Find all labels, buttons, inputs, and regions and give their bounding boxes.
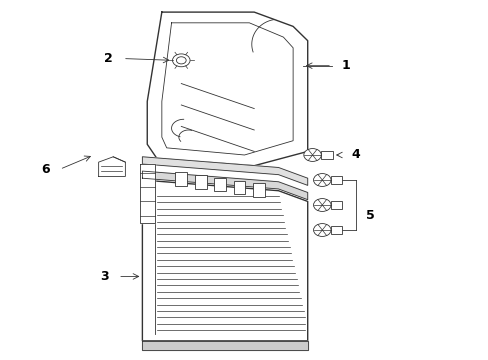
Bar <box>175 172 187 186</box>
Bar <box>195 175 206 189</box>
Polygon shape <box>142 157 307 185</box>
Circle shape <box>313 174 330 186</box>
Text: 5: 5 <box>366 209 374 222</box>
Text: 2: 2 <box>104 52 113 65</box>
Polygon shape <box>99 157 125 176</box>
Bar <box>253 183 264 197</box>
Polygon shape <box>142 341 307 350</box>
Bar <box>330 176 341 184</box>
Bar <box>330 201 341 209</box>
Bar <box>233 180 245 194</box>
Text: 4: 4 <box>351 148 360 162</box>
Text: 1: 1 <box>341 59 350 72</box>
Circle shape <box>313 199 330 211</box>
Circle shape <box>172 54 190 67</box>
Polygon shape <box>147 12 307 166</box>
Bar <box>214 178 225 192</box>
Text: 6: 6 <box>41 163 50 176</box>
Bar <box>321 151 332 159</box>
Bar <box>330 226 341 234</box>
Polygon shape <box>142 180 307 341</box>
Polygon shape <box>142 171 307 200</box>
Text: 3: 3 <box>100 270 108 283</box>
Circle shape <box>313 224 330 237</box>
Circle shape <box>176 57 186 64</box>
Polygon shape <box>140 164 154 223</box>
Circle shape <box>303 149 321 161</box>
